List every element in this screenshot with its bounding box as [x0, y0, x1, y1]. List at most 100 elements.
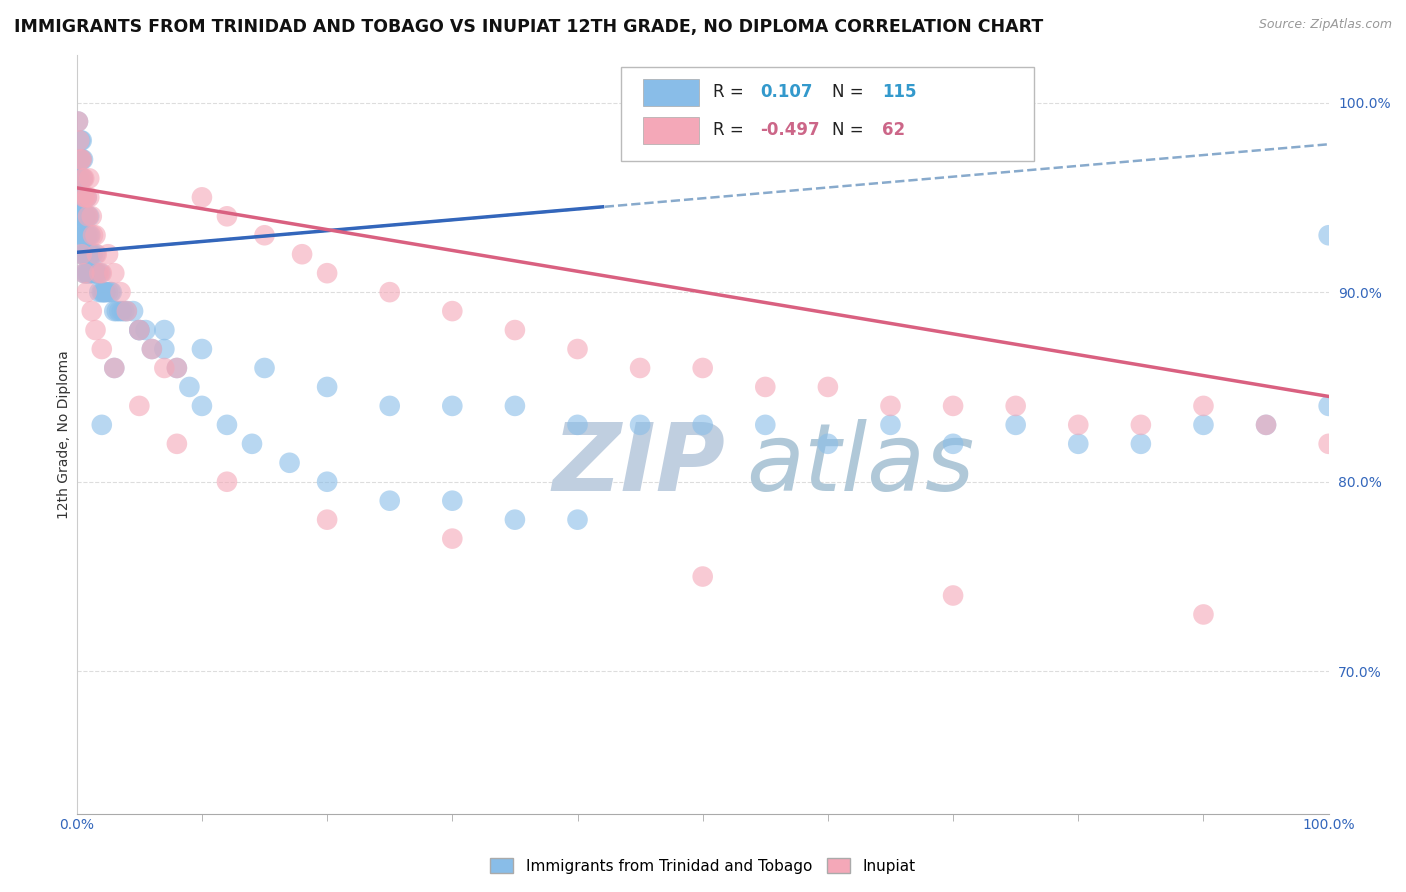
Text: R =: R =: [713, 83, 749, 102]
Point: [93, 285, 115, 300]
Point: [86, 247, 108, 261]
Point: [141, 342, 163, 356]
Point: [128, 323, 150, 337]
Point: [1192, 607, 1215, 622]
Legend: Immigrants from Trinidad and Tobago, Inupiat: Immigrants from Trinidad and Tobago, Inu…: [484, 852, 922, 880]
Point: [128, 399, 150, 413]
Point: [72, 153, 94, 167]
Point: [79, 266, 101, 280]
Point: [73, 209, 96, 223]
Point: [128, 323, 150, 337]
Point: [111, 304, 134, 318]
Point: [69, 153, 91, 167]
Point: [72, 247, 94, 261]
Point: [441, 304, 464, 318]
Point: [77, 171, 100, 186]
Point: [66, 153, 89, 167]
Point: [90, 342, 112, 356]
Point: [112, 304, 135, 318]
Point: [153, 323, 176, 337]
Point: [77, 266, 100, 280]
Point: [66, 171, 89, 186]
Point: [628, 417, 651, 432]
Point: [503, 513, 526, 527]
Point: [77, 209, 100, 223]
Point: [67, 209, 90, 223]
Point: [291, 247, 314, 261]
Point: [1129, 437, 1152, 451]
Point: [80, 209, 103, 223]
Point: [86, 266, 108, 280]
Point: [73, 190, 96, 204]
Point: [942, 589, 965, 603]
Point: [1254, 417, 1277, 432]
Point: [79, 247, 101, 261]
Point: [179, 380, 201, 394]
Point: [153, 342, 176, 356]
Point: [84, 247, 107, 261]
Point: [89, 285, 111, 300]
Point: [70, 153, 93, 167]
Point: [191, 342, 214, 356]
Point: [77, 190, 100, 204]
Point: [84, 266, 107, 280]
Point: [77, 209, 100, 223]
Point: [191, 399, 214, 413]
Text: ZIP: ZIP: [553, 418, 725, 511]
Point: [70, 153, 93, 167]
Point: [90, 417, 112, 432]
Point: [122, 304, 145, 318]
Point: [73, 228, 96, 243]
Point: [69, 153, 91, 167]
Point: [692, 569, 714, 583]
Point: [503, 399, 526, 413]
Point: [75, 209, 97, 223]
Point: [110, 285, 132, 300]
Point: [1004, 399, 1026, 413]
Point: [441, 399, 464, 413]
Text: N =: N =: [831, 121, 869, 139]
Point: [72, 171, 94, 186]
Point: [72, 171, 94, 186]
Point: [80, 247, 103, 261]
Point: [1129, 417, 1152, 432]
Point: [879, 399, 901, 413]
Point: [83, 266, 105, 280]
Point: [84, 323, 107, 337]
Point: [754, 380, 776, 394]
Text: atlas: atlas: [747, 419, 974, 510]
Point: [66, 114, 89, 128]
Point: [166, 361, 188, 376]
Point: [215, 209, 238, 223]
Point: [316, 513, 339, 527]
Point: [278, 456, 301, 470]
Point: [378, 285, 401, 300]
Point: [77, 266, 100, 280]
Point: [70, 133, 93, 147]
Text: 62: 62: [882, 121, 905, 139]
Point: [70, 190, 93, 204]
Point: [72, 209, 94, 223]
Point: [73, 190, 96, 204]
Text: IMMIGRANTS FROM TRINIDAD AND TOBAGO VS INUPIAT 12TH GRADE, NO DIPLOMA CORRELATIO: IMMIGRANTS FROM TRINIDAD AND TOBAGO VS I…: [14, 18, 1043, 36]
Point: [817, 437, 839, 451]
Point: [215, 475, 238, 489]
Point: [567, 417, 589, 432]
Point: [103, 266, 125, 280]
Point: [70, 171, 93, 186]
Point: [240, 437, 263, 451]
Point: [75, 190, 97, 204]
Point: [1004, 417, 1026, 432]
Text: Source: ZipAtlas.com: Source: ZipAtlas.com: [1258, 18, 1392, 31]
Point: [128, 323, 150, 337]
Point: [100, 285, 122, 300]
Point: [441, 532, 464, 546]
Point: [153, 361, 176, 376]
Point: [942, 437, 965, 451]
Point: [67, 153, 90, 167]
Point: [77, 228, 100, 243]
Point: [70, 247, 93, 261]
Point: [84, 228, 107, 243]
Point: [135, 323, 157, 337]
Point: [90, 285, 112, 300]
